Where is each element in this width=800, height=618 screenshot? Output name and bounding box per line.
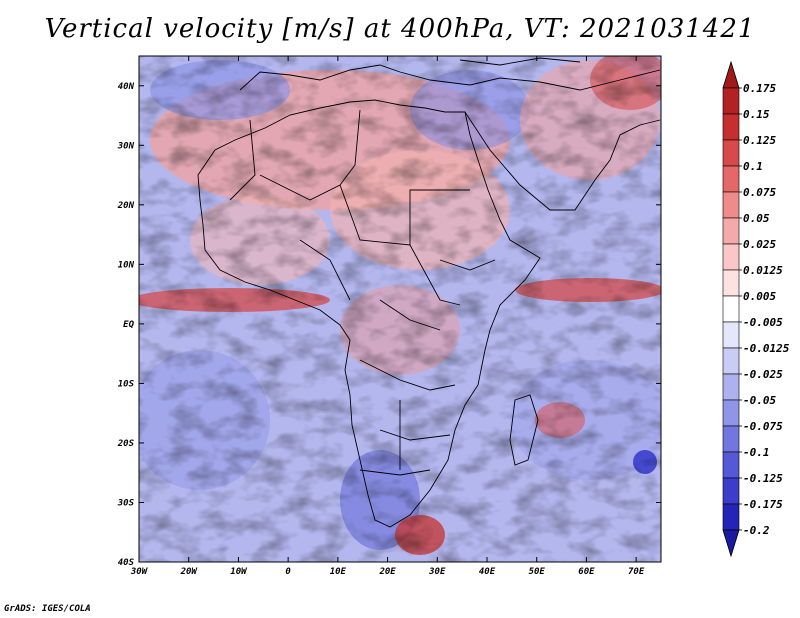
lon-tick-label: 30W bbox=[130, 567, 149, 577]
lon-tick-label: 60E bbox=[578, 567, 595, 577]
colorbar-segment bbox=[722, 347, 740, 375]
lat-axis: 40N 30N 20N 10N EQ 10S 20S 30S 40S bbox=[117, 82, 661, 568]
lat-tick-label: 40S bbox=[118, 558, 135, 568]
lat-tick-label: 10S bbox=[118, 379, 135, 389]
lon-tick-label: 20E bbox=[378, 567, 396, 577]
colorbar-segment bbox=[722, 399, 740, 427]
coastlines bbox=[197, 57, 661, 528]
lon-tick-label: 10E bbox=[330, 567, 347, 577]
colorbar-segment bbox=[722, 425, 740, 453]
colorbar-segment bbox=[722, 113, 740, 141]
credit-text: GrADS: IGES/COLA bbox=[4, 604, 91, 614]
colorbar-label: 0.05 bbox=[743, 212, 770, 225]
colorbar-segment bbox=[722, 295, 740, 323]
lon-axis: 30W 20W 10W 0 10E 20E 30E 40E 50E 60E 70E bbox=[130, 56, 645, 577]
colorbar-label: 0.075 bbox=[743, 186, 776, 199]
colorbar-label: -0.0125 bbox=[743, 342, 790, 355]
colorbar-segment bbox=[722, 87, 740, 115]
lon-tick-label: 70E bbox=[628, 567, 645, 577]
colorbar-segment bbox=[722, 373, 740, 401]
colorbar-label: 0.1 bbox=[743, 160, 763, 173]
lat-tick-label: EQ bbox=[123, 320, 134, 330]
colorbar-label: -0.05 bbox=[743, 394, 776, 407]
colorbar-bottom-arrow bbox=[722, 529, 740, 558]
colorbar-segment bbox=[722, 217, 740, 245]
colorbar-label: -0.025 bbox=[743, 368, 783, 381]
colorbar-label: -0.075 bbox=[743, 420, 783, 433]
map-title: Vertical velocity [m/s] at 400hPa, VT: 2… bbox=[44, 14, 756, 44]
colorbar-label: 0.15 bbox=[743, 108, 770, 121]
colorbar-label: -0.2 bbox=[743, 524, 770, 537]
lon-tick-label: 30E bbox=[428, 567, 446, 577]
colorbar-label: -0.005 bbox=[743, 316, 783, 329]
velocity-field bbox=[139, 56, 661, 562]
colorbar-segment bbox=[722, 321, 740, 349]
lon-tick-label: 20W bbox=[180, 567, 199, 577]
colorbar-segment bbox=[722, 191, 740, 219]
colorbar-label: 0.175 bbox=[743, 82, 776, 95]
colorbar-label: -0.1 bbox=[743, 446, 770, 459]
lat-tick-label: 20N bbox=[117, 201, 135, 211]
lon-tick-label: 0 bbox=[285, 567, 291, 577]
colorbar-label: -0.125 bbox=[743, 472, 783, 485]
colorbar-segment bbox=[722, 451, 740, 479]
colorbar-segment bbox=[722, 269, 740, 297]
colorbar-top-arrow bbox=[722, 60, 740, 89]
lat-tick-label: 30S bbox=[117, 498, 135, 508]
colorbar-segment bbox=[722, 503, 740, 531]
lon-tick-label: 50E bbox=[529, 567, 546, 577]
colorbar-label: 0.0125 bbox=[743, 264, 783, 277]
colorbar-segment bbox=[722, 243, 740, 271]
lat-tick-label: 10N bbox=[118, 260, 135, 270]
colorbar-label: -0.175 bbox=[743, 498, 783, 511]
colorbar: 0.175 0.15 0.125 0.1 0.075 0.05 0.025 0.0125 0.0… bbox=[722, 60, 790, 558]
lat-tick-label: 30N bbox=[117, 141, 135, 151]
colorbar-label: 0.025 bbox=[743, 238, 776, 251]
lat-tick-label: 20S bbox=[117, 439, 135, 449]
colorbar-segment bbox=[722, 477, 740, 505]
plot-frame bbox=[138, 55, 662, 563]
lon-tick-label: 40E bbox=[479, 567, 496, 577]
colorbar-segment bbox=[722, 165, 740, 193]
colorbar-label: 0.125 bbox=[743, 134, 776, 147]
lat-tick-label: 40N bbox=[118, 82, 135, 92]
colorbar-label: 0.005 bbox=[743, 290, 776, 303]
colorbar-segment bbox=[722, 139, 740, 167]
lon-tick-label: 10W bbox=[230, 567, 248, 577]
